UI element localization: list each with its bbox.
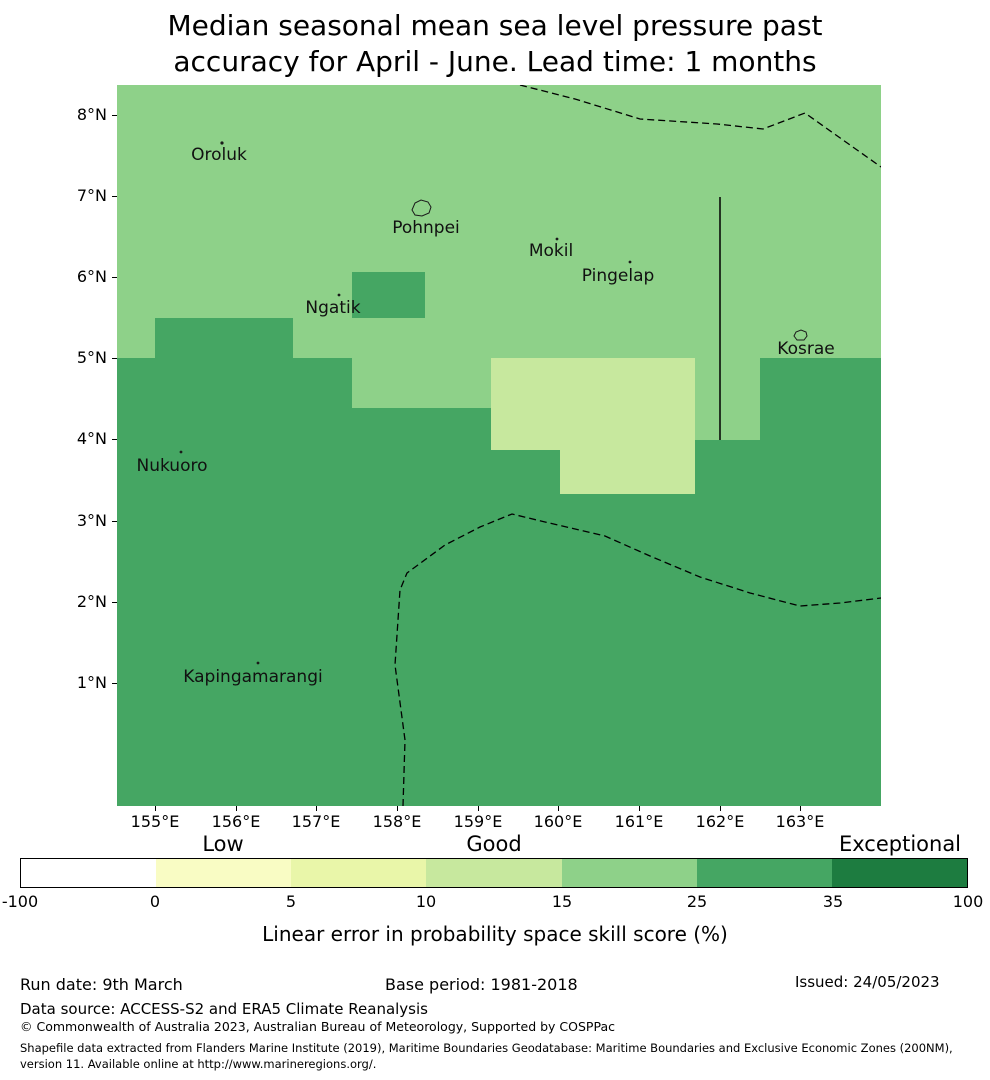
copyright-text: © Commonwealth of Australia 2023, Austra… [20, 1019, 615, 1034]
chart-title-line-1: Median seasonal mean sea level pressure … [167, 9, 823, 42]
lat-tick-mark [112, 196, 117, 197]
lon-tick-mark [397, 806, 398, 811]
region-skill-25-35-south [117, 358, 881, 806]
colorbar-class-exceptional: Exceptional [838, 832, 962, 856]
lon-tick-label-161e: 161°E [614, 812, 664, 831]
lon-tick-label-162e: 162°E [695, 812, 745, 831]
colorbar-tick-10: 10 [415, 892, 437, 911]
colorbar-segment-5-10 [291, 859, 427, 887]
colorbar-class-good: Good [466, 832, 522, 856]
place-label-kapingamarangi: Kapingamarangi [183, 667, 322, 687]
lat-tick-label-1n: 1°N [76, 673, 107, 692]
lon-tick-label-160e: 160°E [533, 812, 583, 831]
lon-tick-label-159e: 159°E [453, 812, 503, 831]
eez-boundary-dashed-south [394, 513, 882, 807]
lat-tick-label-4n: 4°N [76, 429, 107, 448]
lat-tick-label-8n: 8°N [76, 105, 107, 124]
island-marker-oroluk [220, 141, 224, 145]
place-label-kosrae: Kosrae [777, 339, 834, 359]
place-label-ngatik: Ngatik [305, 298, 360, 318]
lat-tick-label-5n: 5°N [76, 348, 107, 367]
place-label-pingelap: Pingelap [582, 266, 655, 286]
colorbar-segment-25-35 [696, 859, 832, 887]
place-label-nukuoro: Nukuoro [136, 456, 207, 476]
map-panel: Oroluk Pohnpei Mokil Pingelap Ngatik Kos… [117, 84, 882, 807]
colorbar-tick-100: 100 [952, 892, 984, 911]
lat-tick-label-3n: 3°N [76, 511, 107, 530]
island-marker-kapingamarangi [256, 661, 260, 665]
issued-date-text: Issued: 24/05/2023 [795, 973, 940, 991]
lon-tick-mark [236, 806, 237, 811]
lat-tick-mark [112, 602, 117, 603]
region-skill-25-35-west-patch [155, 318, 293, 358]
lat-tick-label-7n: 7°N [76, 186, 107, 205]
base-period-text: Base period: 1981-2018 [385, 975, 578, 994]
eez-boundary-dashed-north [519, 84, 882, 168]
lon-tick-mark [720, 806, 721, 811]
colorbar-tick-0: 0 [149, 892, 161, 911]
lon-tick-label-156e: 156°E [211, 812, 261, 831]
colorbar-caption: Linear error in probability space skill … [262, 922, 728, 946]
colorbar-segment-15-25 [561, 859, 697, 887]
lon-tick-label-163e: 163°E [775, 812, 825, 831]
lat-tick-mark [112, 115, 117, 116]
place-label-mokil: Mokil [529, 241, 573, 261]
colorbar-segment-0-5 [156, 859, 292, 887]
lon-tick-mark [558, 806, 559, 811]
lat-tick-label-6n: 6°N [76, 267, 107, 286]
place-label-pohnpei: Pohnpei [392, 218, 460, 238]
lon-tick-mark [639, 806, 640, 811]
lat-tick-mark [112, 439, 117, 440]
map-canvas: Oroluk Pohnpei Mokil Pingelap Ngatik Kos… [117, 84, 882, 807]
region-skill-10-15-pocket [491, 358, 695, 494]
lon-tick-label-155e: 155°E [130, 812, 180, 831]
colorbar-tick-5: 5 [285, 892, 297, 911]
island-outline-kosrae [793, 329, 808, 341]
lon-tick-mark [155, 806, 156, 811]
island-marker-mokil [555, 237, 559, 241]
chart-title: Median seasonal mean sea level pressure … [0, 8, 990, 80]
lat-tick-label-2n: 2°N [76, 592, 107, 611]
lat-tick-mark [112, 358, 117, 359]
lon-tick-label-158e: 158°E [372, 812, 422, 831]
colorbar-segment-neg100-0 [21, 859, 157, 887]
colorbar-tick-35: 35 [822, 892, 844, 911]
chart-title-line-2: accuracy for April - June. Lead time: 1 … [173, 44, 817, 78]
colorbar-segment-10-15 [426, 859, 562, 887]
colorbar-segment-35-100 [831, 859, 967, 887]
island-marker-ngatik [337, 293, 341, 297]
colorbar-tick-15: 15 [551, 892, 573, 911]
lon-tick-mark [478, 806, 479, 811]
colorbar-tick-25: 25 [686, 892, 708, 911]
lat-tick-mark [112, 521, 117, 522]
island-marker-nukuoro [179, 450, 183, 454]
colorbar [20, 858, 968, 888]
lon-tick-label-157e: 157°E [291, 812, 341, 831]
colorbar-tick-neg100: -100 [1, 892, 39, 911]
data-source-text: Data source: ACCESS-S2 and ERA5 Climate … [20, 1000, 428, 1018]
island-marker-pingelap [628, 260, 632, 264]
island-outline-pohnpei [411, 199, 432, 217]
place-label-oroluk: Oroluk [191, 145, 247, 165]
lon-tick-mark [800, 806, 801, 811]
shapefile-note-text: Shapefile data extracted from Flanders M… [20, 1041, 953, 1072]
lat-tick-mark [112, 277, 117, 278]
colorbar-class-low: Low [202, 832, 244, 856]
lon-tick-mark [316, 806, 317, 811]
run-date-text: Run date: 9th March [20, 975, 183, 994]
lat-tick-mark [112, 683, 117, 684]
region-skill-25-35-ngatik-patch [352, 272, 425, 318]
